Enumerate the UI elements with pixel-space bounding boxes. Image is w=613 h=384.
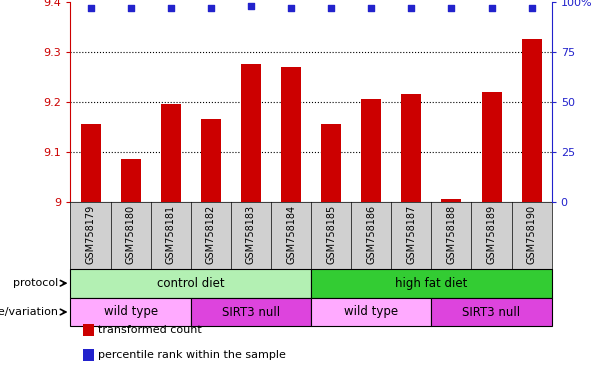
Text: protocol: protocol [13, 278, 58, 288]
Point [246, 3, 256, 9]
Text: genotype/variation: genotype/variation [0, 307, 58, 317]
Text: GSM758187: GSM758187 [406, 205, 416, 264]
Text: control diet: control diet [157, 277, 224, 290]
Bar [191, 298, 311, 326]
Bar [161, 104, 181, 202]
Point [166, 5, 176, 11]
Point [446, 5, 456, 11]
Text: GSM758184: GSM758184 [286, 205, 296, 264]
Text: SIRT3 null: SIRT3 null [462, 306, 520, 318]
Bar [70, 269, 311, 298]
Point [126, 5, 135, 11]
Text: GSM758188: GSM758188 [446, 205, 457, 264]
Text: GSM758180: GSM758180 [126, 205, 135, 264]
Point [206, 5, 216, 11]
Bar [311, 269, 552, 298]
Bar [201, 119, 221, 202]
Text: GSM758182: GSM758182 [206, 205, 216, 264]
Bar [482, 92, 501, 202]
Point [86, 5, 96, 11]
Text: GSM758186: GSM758186 [366, 205, 376, 264]
Point [487, 5, 497, 11]
Text: GSM758179: GSM758179 [86, 205, 96, 264]
Point [326, 5, 336, 11]
Bar [522, 40, 542, 202]
Bar [432, 298, 552, 326]
Point [406, 5, 416, 11]
Text: GSM758185: GSM758185 [326, 205, 336, 264]
Text: transformed count: transformed count [98, 325, 202, 335]
Text: GSM758181: GSM758181 [166, 205, 176, 264]
Bar [402, 94, 421, 202]
Text: wild type: wild type [104, 306, 158, 318]
Bar [311, 298, 432, 326]
Bar [441, 199, 462, 202]
Bar [321, 124, 341, 202]
Point [527, 5, 536, 11]
Bar [361, 99, 381, 202]
Text: SIRT3 null: SIRT3 null [222, 306, 280, 318]
Text: GSM758183: GSM758183 [246, 205, 256, 264]
Point [367, 5, 376, 11]
Bar [241, 65, 261, 202]
Text: GSM758189: GSM758189 [487, 205, 497, 264]
Bar [70, 298, 191, 326]
Text: GSM758190: GSM758190 [527, 205, 536, 264]
Text: high fat diet: high fat diet [395, 277, 468, 290]
Point [286, 5, 296, 11]
Bar [80, 124, 101, 202]
Bar [281, 67, 301, 202]
Text: percentile rank within the sample: percentile rank within the sample [98, 350, 286, 360]
Text: wild type: wild type [344, 306, 398, 318]
Bar [121, 159, 140, 202]
